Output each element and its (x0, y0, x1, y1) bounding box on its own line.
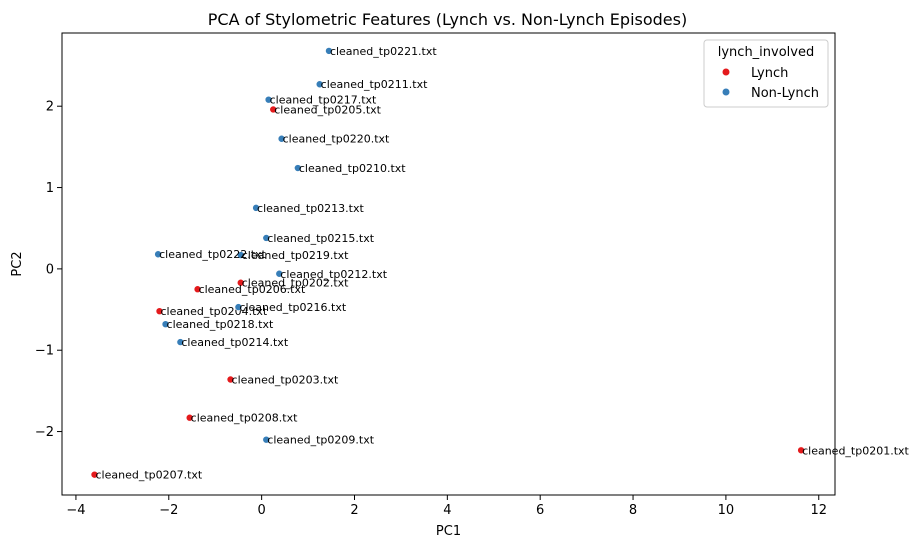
point-label: cleaned_tp0214.txt (181, 336, 288, 349)
point-label: cleaned_tp0207.txt (95, 469, 202, 482)
point-lynch (236, 278, 245, 287)
x-tick-label: 10 (718, 503, 735, 518)
y-axis-label: PC2 (10, 251, 25, 276)
legend-marker-non-lynch (722, 88, 730, 96)
legend-box (703, 39, 829, 108)
plot-frame (61, 32, 836, 496)
x-tick-label: 0 (257, 503, 265, 518)
point-non-lynch (262, 435, 271, 444)
point-lynch (193, 285, 202, 294)
point-lynch (797, 446, 805, 455)
point-non-lynch (234, 303, 243, 311)
point-lynch (185, 413, 194, 422)
point-lynch (226, 375, 235, 384)
point-non-lynch (315, 80, 324, 89)
point-label: cleaned_tp0211.txt (321, 78, 428, 91)
legend-label-lynch: Lynch (751, 66, 788, 81)
point-label: cleaned_tp0216.txt (239, 301, 346, 314)
y-tick-label: 0 (46, 262, 54, 277)
point-label: cleaned_tp0201.txt (802, 444, 909, 457)
chart-title: PCA of Stylometric Features (Lynch vs. N… (208, 10, 687, 29)
point-label: cleaned_tp0206.txt (199, 283, 306, 296)
legend-label-non-lynch: Non-Lynch (751, 86, 819, 101)
plot-area: cleaned_tp0201.txtcleaned_tp0202.txtclea… (90, 45, 910, 482)
y-tick-label: −1 (35, 344, 54, 359)
point-label: cleaned_tp0203.txt (232, 374, 339, 387)
y-tick-label: 1 (46, 181, 54, 196)
point-label: cleaned_tp0209.txt (267, 434, 374, 447)
x-tick-label: 8 (629, 503, 637, 518)
point-label: cleaned_tp0220.txt (283, 133, 390, 146)
point-label: cleaned_tp0221.txt (330, 45, 437, 58)
x-tick-label: −2 (159, 503, 178, 518)
point-label: cleaned_tp0219.txt (242, 249, 349, 262)
point-lynch (155, 307, 164, 315)
point-label: cleaned_tp0205.txt (274, 103, 381, 116)
point-non-lynch (275, 269, 284, 278)
point-label: cleaned_tp0208.txt (191, 412, 298, 425)
point-lynch (90, 470, 99, 479)
point-label: cleaned_tp0213.txt (257, 202, 364, 215)
point-non-lynch (277, 134, 286, 143)
point-non-lynch (262, 234, 271, 242)
point-non-lynch (236, 251, 245, 259)
point-non-lynch (252, 204, 260, 212)
x-axis-label: PC1 (436, 524, 461, 539)
legend-title: lynch_involved (718, 45, 814, 60)
legend: lynch_involved Lynch Non-Lynch (703, 39, 829, 108)
x-tick-label: 12 (810, 503, 827, 518)
point-non-lynch (161, 320, 170, 328)
x-tick-label: 2 (350, 503, 358, 518)
point-label: cleaned_tp0218.txt (167, 318, 274, 331)
point-non-lynch (264, 95, 273, 104)
x-tick-label: −4 (66, 503, 85, 518)
point-label: cleaned_tp0222.txt (159, 248, 266, 261)
point-non-lynch (294, 164, 302, 172)
point-non-lynch (154, 250, 162, 259)
point-label: cleaned_tp0202.txt (242, 277, 349, 290)
point-label: cleaned_tp0217.txt (270, 94, 377, 107)
point-label: cleaned_tp0215.txt (267, 232, 374, 245)
point-non-lynch (325, 47, 333, 55)
x-tick-label: 4 (443, 503, 451, 518)
legend-marker-lynch (722, 68, 730, 76)
point-label: cleaned_tp0210.txt (299, 162, 406, 175)
y-tick-label: 2 (46, 100, 54, 115)
point-label: cleaned_tp0212.txt (280, 268, 387, 281)
x-tick-label: 6 (536, 503, 544, 518)
point-non-lynch (176, 338, 185, 346)
point-lynch (269, 105, 278, 114)
y-tick-label: −2 (35, 425, 54, 440)
